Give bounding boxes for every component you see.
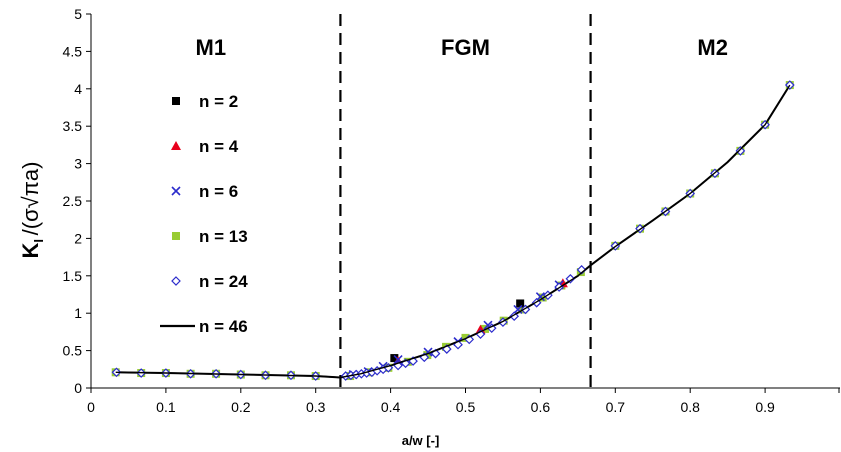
- legend: n = 2 n = 4 n = 6 n = 13 n = 24 n = 46: [160, 92, 248, 336]
- y-tick-label: 0.5: [63, 343, 83, 359]
- y-tick-label: 1.5: [63, 268, 83, 284]
- data-point-n2: [390, 354, 399, 363]
- x-tick-label: 0.5: [456, 399, 476, 415]
- x-tick-label: 0.7: [606, 399, 626, 415]
- region-label: FGM: [441, 35, 490, 60]
- y-tick-label: 4: [74, 81, 82, 97]
- plot-area: [111, 80, 795, 381]
- data-point-n2: [516, 299, 525, 308]
- data-point-n24: [735, 146, 746, 156]
- x-tick-label: 0.8: [680, 399, 700, 415]
- legend-marker-n13: [172, 232, 180, 240]
- data-point-n13: [423, 351, 432, 360]
- x-tick-label: 0.9: [755, 399, 775, 415]
- y-tick-label: 3.5: [63, 118, 83, 134]
- data-point-n4: [475, 324, 486, 334]
- y-tick-label: 2: [74, 230, 82, 246]
- x-axis-label: a/w [-]: [402, 433, 440, 448]
- legend-label-n13: n = 13: [199, 227, 248, 246]
- data-point-n24: [565, 273, 576, 284]
- legend-label-n6: n = 6: [199, 182, 238, 201]
- axes: 0 0.5 1 1.5 2 2.5 3 3.5 4 4.5 5 0 0.1 0.2 0.3 0.4 0.5 0.6…: [63, 6, 840, 415]
- x-tick-label: 0.1: [156, 399, 176, 415]
- series-line-n46-overlay: [115, 84, 791, 379]
- data-point-n6: [513, 304, 523, 315]
- legend-label-n4: n = 4: [199, 137, 239, 156]
- region-label: M2: [697, 35, 728, 60]
- legend-marker-n6: [171, 186, 181, 196]
- y-tick-label: 4.5: [63, 43, 83, 59]
- y-tick-label: 2.5: [63, 193, 83, 209]
- x-tick-label: 0.2: [231, 399, 251, 415]
- legend-label-n46: n = 46: [199, 317, 248, 336]
- y-axis-label-text: KI /(σ√πa): [18, 162, 46, 259]
- legend-label-n24: n = 24: [199, 272, 248, 291]
- legend-marker-n2: [172, 97, 180, 105]
- x-tick-label: 0: [87, 399, 95, 415]
- region-label: M1: [196, 35, 227, 60]
- y-tick-label: 5: [74, 6, 82, 22]
- y-tick-label: 1: [74, 305, 82, 321]
- legend-marker-n4: [171, 141, 181, 150]
- x-tick-label: 0.4: [381, 399, 401, 415]
- legend-label-n2: n = 2: [199, 92, 238, 111]
- region-layer: M1 FGM M2: [196, 14, 728, 388]
- x-tick-label: 0.6: [531, 399, 551, 415]
- axis-labels: a/w [-] KI /(σ√πa): [18, 162, 439, 448]
- x-tick-label: 0.3: [306, 399, 326, 415]
- y-tick-label: 3: [74, 156, 82, 172]
- y-axis-label: KI /(σ√πa): [18, 162, 46, 259]
- y-tick-label: 0: [74, 380, 82, 396]
- legend-marker-n24: [171, 276, 181, 286]
